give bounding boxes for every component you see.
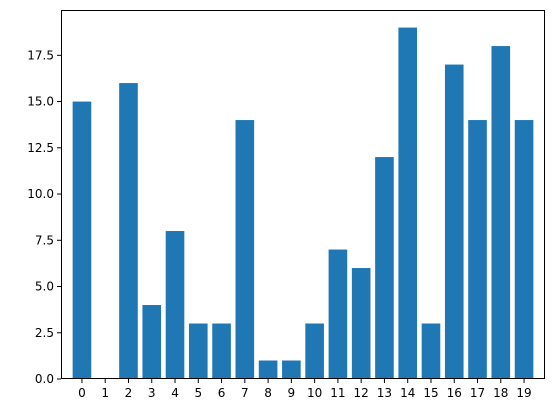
x-tick-label: 18 [493,386,508,400]
bar-10 [305,323,324,379]
x-tick-label: 15 [423,386,438,400]
bar-4 [165,231,185,379]
x-tick-label: 10 [307,386,322,400]
bar-17 [468,120,487,379]
plot-frame [61,10,545,379]
x-tick-label: 19 [516,386,531,400]
y-axis-ticks: 0.0 2.5 5.0 7.5 10.0 12.5 15.0 17.5 [27,48,61,386]
x-tick-label: 5 [194,386,202,400]
x-tick-label: 0 [78,386,86,400]
x-tick-label: 2 [125,386,133,400]
bar-7 [235,120,255,379]
y-tick-label: 10.0 [27,187,54,201]
bar-3 [142,305,162,379]
bar-8 [258,360,278,379]
bar-13 [375,157,394,379]
x-tick-label: 8 [264,386,272,400]
x-tick-label: 17 [470,386,485,400]
x-tick-label: 11 [330,386,345,400]
bar-16 [444,64,464,380]
bar-5 [188,323,208,379]
bar-18 [491,46,511,380]
x-tick-label: 3 [148,386,156,400]
bar-19 [514,120,534,379]
bar-9 [282,360,301,379]
x-tick-label: 7 [241,386,249,400]
x-tick-label: 13 [377,386,392,400]
bar-15 [421,323,441,379]
bar-12 [351,268,371,379]
x-tick-label: 9 [288,386,296,400]
bar-6 [212,323,231,379]
y-tick-label: 5.0 [35,280,54,294]
y-tick-label: 17.5 [27,48,54,62]
x-axis-ticks: 0 1 2 3 4 5 6 7 8 9 10 11 12 13 14 15 16 17 18 19 [78,379,532,400]
x-tick-label: 16 [447,386,462,400]
y-tick-label: 0.0 [35,372,54,386]
bar-11 [328,249,348,379]
x-tick-label: 6 [218,386,226,400]
x-tick-label: 14 [400,386,415,400]
bar-2 [119,83,138,379]
y-tick-label: 15.0 [27,95,54,109]
bar-0 [72,101,92,379]
x-tick-label: 4 [171,386,179,400]
x-tick-label: 12 [354,386,369,400]
x-tick-label: 1 [101,386,109,400]
bar-14 [398,27,418,379]
y-tick-label: 7.5 [35,233,54,247]
bars-group [72,27,534,380]
y-tick-label: 12.5 [27,141,54,155]
y-tick-label: 2.5 [35,326,54,340]
